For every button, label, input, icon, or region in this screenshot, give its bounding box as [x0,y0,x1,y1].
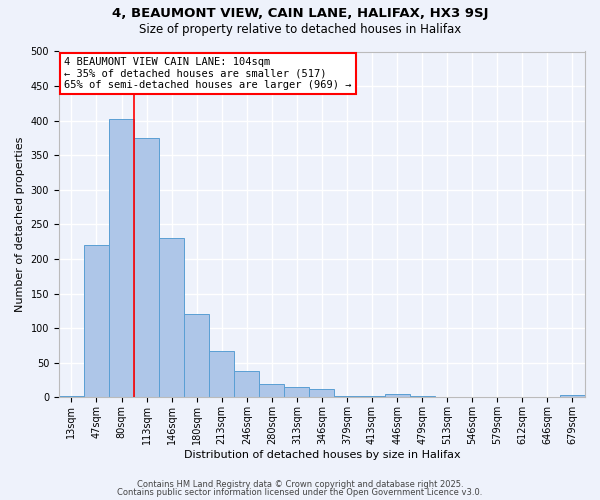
Bar [84,245,109,398]
Bar [134,138,159,398]
Text: 4 BEAUMONT VIEW CAIN LANE: 104sqm
← 35% of detached houses are smaller (517)
65%: 4 BEAUMONT VIEW CAIN LANE: 104sqm ← 35% … [64,57,352,90]
Bar [209,351,234,398]
Bar [284,387,310,398]
Text: 4, BEAUMONT VIEW, CAIN LANE, HALIFAX, HX3 9SJ: 4, BEAUMONT VIEW, CAIN LANE, HALIFAX, HX… [112,8,488,20]
Text: Contains public sector information licensed under the Open Government Licence v3: Contains public sector information licen… [118,488,482,497]
X-axis label: Distribution of detached houses by size in Halifax: Distribution of detached houses by size … [184,450,460,460]
Bar [434,396,460,398]
Bar [59,396,84,398]
Bar [109,118,134,398]
Bar [234,371,259,398]
Bar [359,396,385,398]
Bar [310,389,334,398]
Bar [385,394,410,398]
Text: Size of property relative to detached houses in Halifax: Size of property relative to detached ho… [139,22,461,36]
Bar [159,238,184,398]
Text: Contains HM Land Registry data © Crown copyright and database right 2025.: Contains HM Land Registry data © Crown c… [137,480,463,489]
Bar [560,396,585,398]
Bar [410,396,434,398]
Bar [259,384,284,398]
Bar [334,396,359,398]
Bar [184,314,209,398]
Y-axis label: Number of detached properties: Number of detached properties [15,137,25,312]
